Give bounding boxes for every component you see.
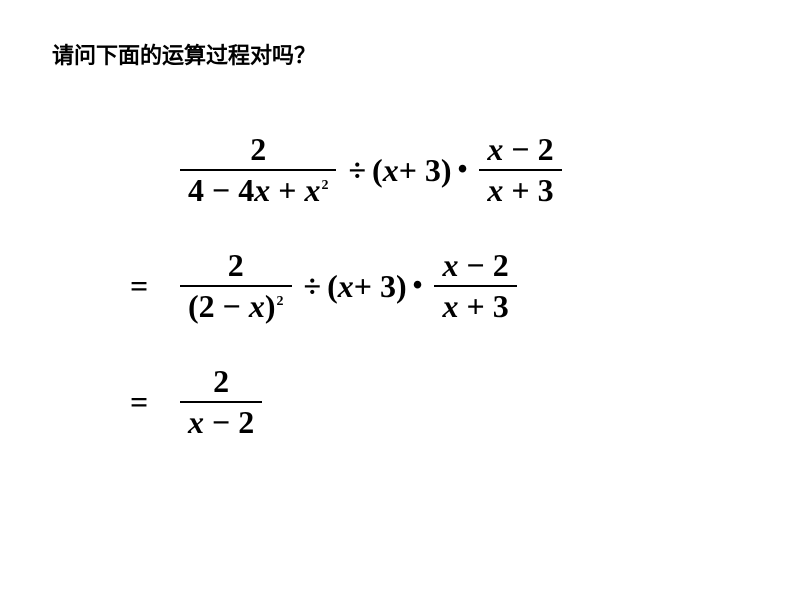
equals-sign: =	[130, 268, 174, 305]
numerator: x − 2	[479, 130, 561, 169]
paren-close: )	[441, 152, 452, 189]
math-derivation: 2 4 − 4x + x2 ÷ (x + 3) • x − 2 x + 3 = …	[130, 130, 568, 478]
paren-close: )	[396, 268, 407, 305]
plus-3: + 3	[399, 152, 441, 189]
denominator: x + 3	[434, 287, 516, 326]
divide-op: ÷	[348, 152, 366, 189]
multiply-dot: •	[458, 154, 468, 186]
var-x: x	[338, 268, 354, 305]
equals-sign: =	[130, 384, 174, 421]
math-line-1: 2 4 − 4x + x2 ÷ (x + 3) • x − 2 x + 3	[130, 130, 568, 210]
fraction-2b: x − 2 x + 3	[434, 246, 516, 326]
question-text: 请问下面的运算过程对吗？	[52, 38, 316, 70]
fraction-1b: x − 2 x + 3	[479, 130, 561, 210]
paren-open: (	[327, 268, 338, 305]
numerator: x − 2	[434, 246, 516, 285]
math-line-3: = 2 x − 2	[130, 362, 568, 442]
numerator: 2	[205, 362, 237, 401]
denominator: (2 − x)2	[180, 287, 292, 326]
plus-3: + 3	[354, 268, 396, 305]
denominator: x + 3	[479, 171, 561, 210]
denominator: x − 2	[180, 403, 262, 442]
fraction-2a: 2 (2 − x)2	[180, 246, 292, 326]
denominator: 4 − 4x + x2	[180, 171, 336, 210]
math-line-2: = 2 (2 − x)2 ÷ (x + 3) • x − 2 x + 3	[130, 246, 568, 326]
var-x: x	[383, 152, 399, 189]
multiply-dot: •	[413, 270, 423, 302]
numerator: 2	[242, 130, 274, 169]
fraction-1a: 2 4 − 4x + x2	[180, 130, 336, 210]
numerator: 2	[220, 246, 252, 285]
fraction-3: 2 x − 2	[180, 362, 262, 442]
divide-op: ÷	[304, 268, 322, 305]
paren-open: (	[372, 152, 383, 189]
